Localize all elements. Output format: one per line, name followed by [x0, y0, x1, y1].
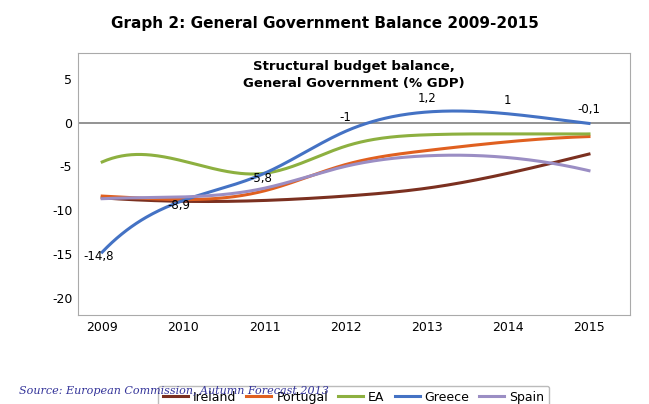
Text: -5,8: -5,8: [249, 172, 272, 185]
Text: Source: European Commission, Autumn Forecast 2013: Source: European Commission, Autumn Fore…: [19, 386, 329, 396]
Text: -0,1: -0,1: [578, 103, 600, 116]
Text: 1: 1: [504, 94, 511, 107]
Legend: Ireland, Portugal, EA, Greece, Spain: Ireland, Portugal, EA, Greece, Spain: [158, 386, 550, 404]
Text: Structural budget balance,
General Government (% GDP): Structural budget balance, General Gover…: [243, 61, 465, 90]
Text: Graph 2: General Government Balance 2009-2015: Graph 2: General Government Balance 2009…: [110, 16, 539, 31]
Text: -14,8: -14,8: [83, 250, 114, 263]
Text: -1: -1: [339, 111, 352, 124]
Text: -8,9: -8,9: [168, 199, 191, 212]
Text: 1,2: 1,2: [417, 92, 436, 105]
